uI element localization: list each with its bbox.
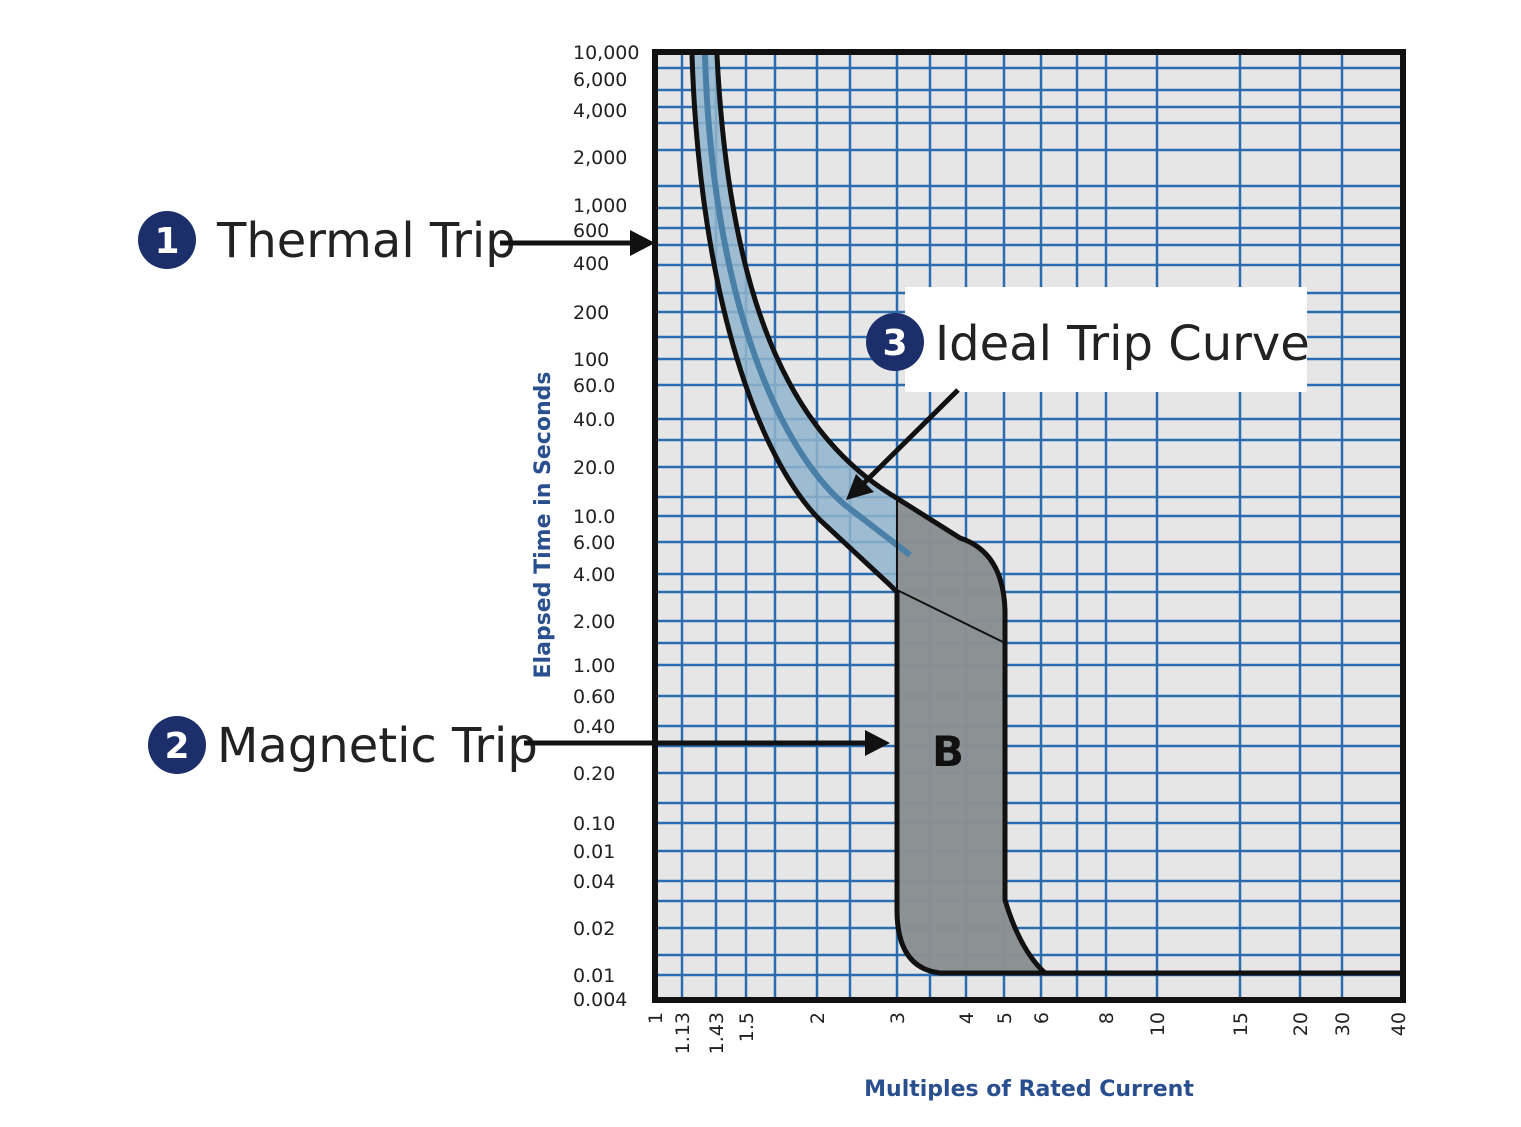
x-tick-label: 3: [887, 1012, 909, 1024]
y-tick-label: 0.20: [573, 763, 615, 785]
divider: [896, 589, 1004, 643]
y-tick-label: 0.60: [573, 686, 615, 708]
x-tick-label: 10: [1147, 1012, 1169, 1036]
upper-curve: [714, 54, 1400, 976]
callout-number: 1: [154, 221, 179, 262]
y-tick-label: 0.04: [573, 871, 615, 893]
callout-badge: [866, 313, 924, 371]
x-tick-label: 5: [994, 1012, 1016, 1024]
x-tick-label: 30: [1332, 1012, 1354, 1036]
y-tick-label: 20.0: [573, 457, 615, 479]
arrow: [860, 388, 960, 487]
x-tick-label: 1: [645, 1012, 667, 1024]
y-tick-label: 0.10: [573, 813, 615, 835]
ideal-curve: [702, 54, 912, 558]
y-tick-label: 6.00: [573, 532, 615, 554]
x-axis-title: Multiples of Rated Current: [864, 1077, 1194, 1102]
y-tick-label: 60.0: [573, 375, 615, 397]
callout-badge: [148, 716, 206, 774]
x-tick-label: 40: [1388, 1012, 1410, 1036]
plot-area: [655, 52, 1403, 1000]
y-tick-label: 2.00: [573, 611, 615, 633]
arrow-head: [630, 230, 655, 256]
y-tick-label: 6,000: [573, 69, 627, 91]
y-tick-label: 10.0: [573, 506, 615, 528]
y-tick-label: 600: [573, 220, 609, 242]
callout-label: Ideal Trip Curve: [935, 316, 1310, 372]
y-tick-label: 0.01: [573, 841, 615, 863]
plot-frame: [652, 49, 1406, 1003]
y-tick-label: 0.01: [573, 965, 615, 987]
callout-number: 3: [882, 323, 907, 364]
x-tick-label: 8: [1096, 1012, 1118, 1024]
x-tick-label: 1.5: [736, 1012, 758, 1042]
x-tick-label: 4: [956, 1012, 978, 1024]
y-tick-label: 2,000: [573, 147, 627, 169]
y-tick-label: 200: [573, 302, 609, 324]
callout-number: 2: [164, 726, 189, 767]
x-tick-label: 20: [1290, 1012, 1312, 1036]
y-tick-label: 0.02: [573, 918, 615, 940]
y-tick-label: 10,000: [573, 42, 639, 64]
x-tick-label: 1.43: [706, 1012, 728, 1054]
arrow-head: [846, 474, 874, 500]
magnetic-band: [897, 500, 1045, 973]
y-tick-label: 40.0: [573, 409, 615, 431]
callout-label: Thermal Trip: [216, 213, 516, 269]
y-tick-label: 1,000: [573, 195, 627, 217]
y-tick-label: 4,000: [573, 100, 627, 122]
y-tick-label: 0.40: [573, 716, 615, 738]
y-tick-label: 4.00: [573, 564, 615, 586]
callout-label: Magnetic Trip: [217, 718, 538, 774]
x-tick-label: 6: [1031, 1012, 1053, 1024]
arrow-head: [865, 730, 890, 756]
y-axis-title: Elapsed Time in Seconds: [531, 372, 556, 679]
callout-box: [905, 287, 1307, 392]
y-tick-label: 0.004: [573, 989, 627, 1011]
curve-label: B: [932, 727, 964, 776]
x-tick-label: 1.13: [672, 1012, 694, 1054]
lower-curve: [689, 54, 1045, 976]
y-tick-label: 100: [573, 349, 609, 371]
x-tick-label: 2: [807, 1012, 829, 1024]
x-tick-label: 15: [1230, 1012, 1252, 1036]
callout-badge: [138, 211, 196, 269]
y-tick-label: 400: [573, 253, 609, 275]
y-tick-label: 1.00: [573, 655, 615, 677]
